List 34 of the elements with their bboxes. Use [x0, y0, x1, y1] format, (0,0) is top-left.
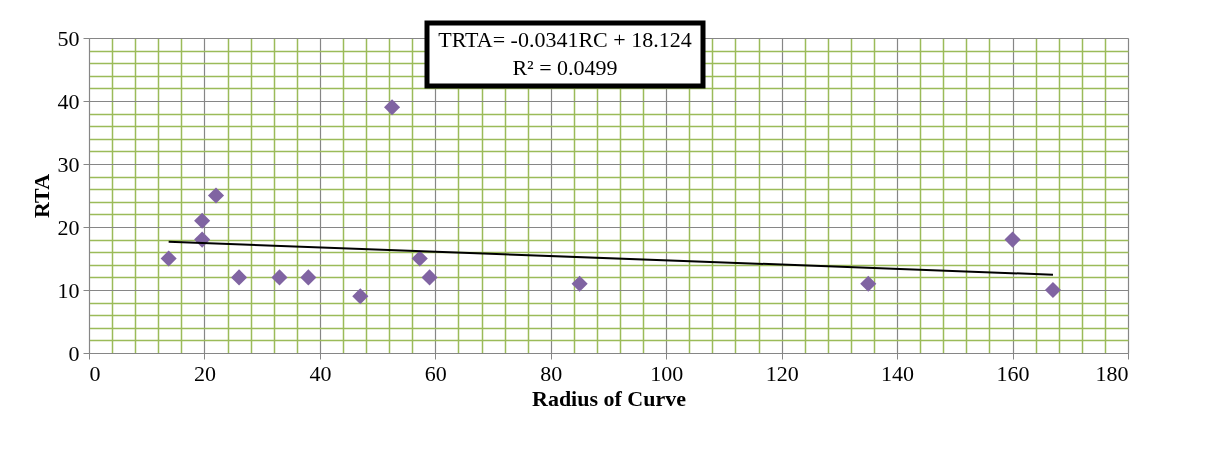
- x-tick-label: 80: [540, 360, 563, 386]
- point: [194, 212, 211, 229]
- point: [571, 275, 588, 292]
- x-tick-label: 0: [89, 360, 101, 386]
- y-tick-label: 0: [68, 340, 80, 366]
- x-tick-label: 100: [650, 360, 684, 386]
- y-tick-label: 10: [57, 277, 80, 303]
- x-tick-label: 20: [193, 360, 216, 386]
- annotation: TRTA= -0.0341RC + 18.124: [438, 27, 692, 52]
- x-tick-label: 40: [309, 360, 332, 386]
- x-tick-label: 140: [881, 360, 915, 386]
- y-tick-label: 30: [57, 151, 80, 177]
- point: [160, 250, 177, 267]
- point: [421, 269, 438, 286]
- x-tick-label: 180: [1095, 360, 1129, 386]
- point: [383, 99, 401, 116]
- x-tick-label: 160: [996, 360, 1030, 386]
- x-tick-label: 120: [765, 360, 799, 386]
- point: [1004, 231, 1021, 248]
- point: [271, 269, 288, 286]
- point: [1044, 281, 1062, 299]
- y-tick-label: 50: [57, 25, 80, 51]
- x-axis-title: Radius of Curve: [531, 385, 687, 411]
- point: [207, 187, 225, 204]
- point: [352, 288, 369, 305]
- point: [231, 269, 248, 286]
- y-tick-label: 40: [57, 88, 80, 114]
- point: [860, 275, 877, 292]
- x-tick-label: 60: [424, 360, 447, 386]
- annotation: R² = 0.0499: [512, 55, 618, 80]
- y-axis-title: RTA: [28, 173, 54, 219]
- y-tick-label: 20: [57, 214, 80, 240]
- point: [411, 250, 428, 267]
- point: [300, 269, 317, 286]
